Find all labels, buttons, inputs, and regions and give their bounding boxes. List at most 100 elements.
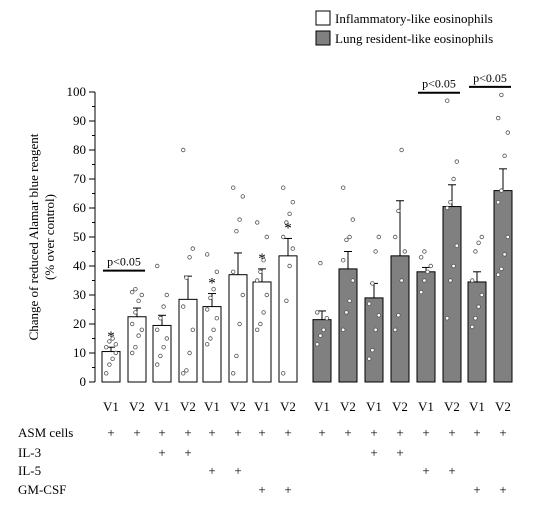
data-point <box>154 362 160 367</box>
bar <box>442 206 462 383</box>
data-point <box>344 237 349 243</box>
legend-swatch <box>315 30 331 46</box>
data-point <box>237 217 242 222</box>
data-point <box>240 194 245 199</box>
data-point <box>287 263 292 269</box>
data-point <box>505 130 510 135</box>
condition-plus-marker: + <box>370 425 377 440</box>
data-point <box>261 310 266 315</box>
data-point <box>318 260 323 266</box>
data-point <box>234 353 239 359</box>
data-point <box>496 115 501 121</box>
pvalue-label: p<0.05 <box>107 255 141 269</box>
data-point <box>448 278 453 283</box>
data-point <box>281 185 286 190</box>
data-point <box>129 321 135 327</box>
significance-star: * <box>284 220 292 236</box>
data-point <box>107 362 112 367</box>
data-point <box>214 269 219 274</box>
data-point <box>473 249 478 254</box>
condition-plus-marker: + <box>473 425 480 440</box>
data-point <box>373 327 378 332</box>
condition-row-label: IL-3 <box>18 445 41 460</box>
data-point <box>396 313 401 318</box>
x-visit-label: V1 <box>366 399 382 414</box>
data-point <box>445 316 450 321</box>
condition-plus-marker: + <box>184 425 191 440</box>
data-point <box>113 350 118 356</box>
condition-plus-marker: + <box>370 445 377 460</box>
data-point <box>445 98 450 103</box>
data-point <box>180 371 186 376</box>
data-point <box>496 199 501 205</box>
data-point <box>161 304 166 309</box>
data-point <box>425 269 430 274</box>
x-visit-label: V2 <box>495 399 511 414</box>
data-point <box>476 304 481 309</box>
x-visit-label: V2 <box>230 399 246 414</box>
x-visit-label: V2 <box>340 399 356 414</box>
data-point <box>422 278 427 283</box>
data-point <box>187 350 192 356</box>
data-point <box>350 278 355 283</box>
y-tick-label: 0 <box>80 374 87 389</box>
data-point <box>370 347 375 353</box>
condition-plus-marker: + <box>158 445 165 460</box>
data-point <box>230 185 236 190</box>
data-point <box>129 289 135 295</box>
data-point <box>211 287 216 292</box>
condition-plus-marker: + <box>208 463 215 478</box>
data-point <box>154 263 160 269</box>
data-point <box>428 263 433 269</box>
condition-plus-marker: + <box>234 425 241 440</box>
data-point <box>370 281 375 286</box>
data-point <box>187 255 192 260</box>
data-point <box>341 185 346 190</box>
data-point <box>136 298 141 303</box>
data-point <box>208 336 213 341</box>
y-tick-label: 10 <box>73 345 86 360</box>
data-point <box>264 292 269 298</box>
data-point <box>214 316 219 321</box>
data-point <box>139 327 144 332</box>
y-tick-label: 60 <box>73 200 86 215</box>
x-visit-label: V2 <box>280 399 296 414</box>
data-point <box>255 220 260 225</box>
data-point <box>318 333 323 338</box>
data-point <box>393 327 398 332</box>
condition-plus-marker: + <box>234 463 241 478</box>
x-visit-label: V1 <box>469 399 485 414</box>
data-point <box>208 295 213 301</box>
data-point <box>158 316 163 321</box>
data-point <box>376 234 381 240</box>
condition-plus-marker: + <box>344 425 351 440</box>
y-tick-label: 80 <box>73 142 86 157</box>
condition-plus-marker: + <box>258 425 265 440</box>
significance-star: * <box>107 329 115 345</box>
data-point <box>164 292 169 298</box>
data-point <box>133 310 138 315</box>
data-point <box>419 289 424 295</box>
data-point <box>136 333 141 338</box>
x-visit-label: V2 <box>180 399 196 414</box>
data-point <box>505 234 510 240</box>
condition-plus-marker: + <box>284 425 291 440</box>
x-visit-label: V2 <box>392 399 408 414</box>
data-point <box>344 310 349 315</box>
condition-plus-marker: + <box>499 425 506 440</box>
data-point <box>110 356 115 361</box>
data-point <box>261 258 266 263</box>
data-point <box>190 327 195 332</box>
data-point <box>133 287 138 292</box>
significance-star: * <box>258 251 266 267</box>
data-point <box>499 188 504 193</box>
bar <box>467 281 487 383</box>
data-point <box>350 217 355 222</box>
y-axis-label: Change of reduced Alamar blue reagent <box>26 133 41 340</box>
data-point <box>158 353 163 359</box>
data-point <box>258 321 263 327</box>
condition-plus-marker: + <box>158 425 165 440</box>
data-point <box>184 368 189 373</box>
x-visit-label: V1 <box>103 399 119 414</box>
data-point <box>451 176 456 182</box>
